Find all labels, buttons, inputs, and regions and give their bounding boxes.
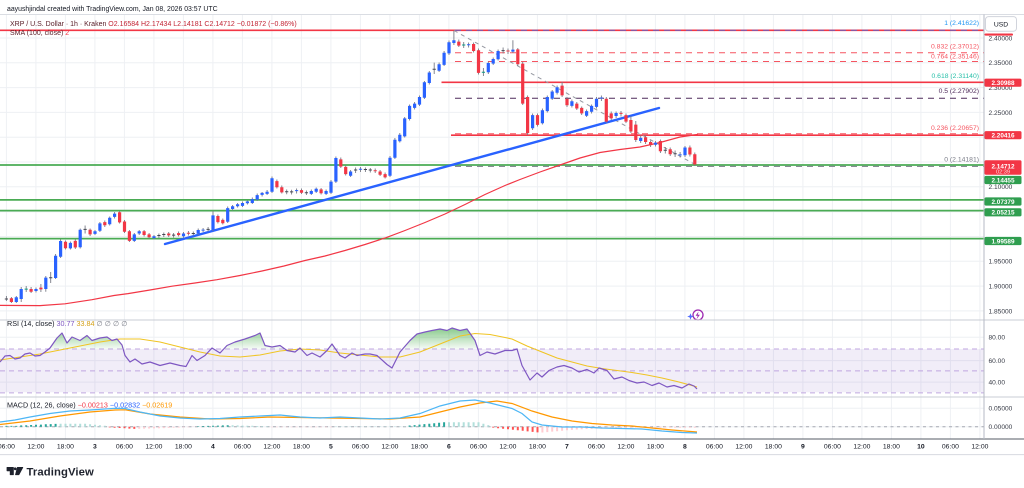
svg-text:SMA (100, close) 2: SMA (100, close) 2 [10,30,69,37]
svg-text:18:00: 18:00 [883,444,900,451]
svg-text:USD: USD [994,21,1008,28]
svg-text:06:00: 06:00 [942,444,959,451]
svg-text:12:00: 12:00 [263,444,280,451]
svg-text:06:00: 06:00 [706,444,723,451]
svg-text:2.07379: 2.07379 [991,199,1015,206]
svg-text:0.764 (2.35146): 0.764 (2.35146) [931,54,979,61]
svg-text:18:00: 18:00 [57,444,74,451]
svg-text:2.35000: 2.35000 [989,60,1013,67]
svg-text:18:00: 18:00 [175,444,192,451]
svg-text:0.5 (2.27902): 0.5 (2.27902) [939,88,979,95]
svg-text:12:00: 12:00 [381,444,398,451]
svg-text:6: 6 [447,444,451,451]
svg-text:18:00: 18:00 [411,444,428,451]
svg-text:RSI (14, close) 30.77 33.84 ∅: RSI (14, close) 30.77 33.84 ∅ ∅ ∅ ∅ [7,319,128,328]
svg-text:12:00: 12:00 [853,444,870,451]
svg-text:06:00: 06:00 [824,444,841,451]
svg-text:06:00: 06:00 [116,444,133,451]
svg-text:18:00: 18:00 [293,444,310,451]
svg-text:5: 5 [329,444,333,451]
svg-text:7: 7 [565,444,569,451]
svg-text:18:00: 18:00 [765,444,782,451]
svg-text:12:00: 12:00 [145,444,162,451]
svg-text:2.30000: 2.30000 [989,85,1013,92]
svg-text:2.14712: 2.14712 [991,163,1015,170]
svg-text:2.05215: 2.05215 [991,210,1015,217]
svg-text:18:00: 18:00 [647,444,664,451]
svg-text:3: 3 [93,444,97,451]
svg-text:4: 4 [211,444,215,451]
svg-text:60.00: 60.00 [989,358,1006,365]
svg-text:06:00: 06:00 [352,444,369,451]
svg-text:18:00: 18:00 [529,444,546,451]
svg-text:2.14455: 2.14455 [991,177,1015,184]
svg-text:XRP / U.S. Dollar · 1h · Krake: XRP / U.S. Dollar · 1h · Kraken O2.16584… [10,21,297,28]
svg-text:aayushjindal created with Trad: aayushjindal created with TradingView.co… [7,6,218,13]
svg-text:MACD (12, 26, close) −0.00213: MACD (12, 26, close) −0.00213 −0.02832 −… [7,401,172,410]
svg-text:2.10000: 2.10000 [989,184,1013,191]
svg-text:06:00: 06:00 [0,444,15,451]
svg-text:06:00: 06:00 [588,444,605,451]
svg-text:12:00: 12:00 [27,444,44,451]
svg-text:02:39: 02:39 [996,170,1010,176]
svg-text:0.236 (2.20657): 0.236 (2.20657) [931,125,979,132]
svg-text:0.05000: 0.05000 [989,406,1013,413]
svg-text:TradingView: TradingView [27,466,95,478]
svg-text:0 (2.14181): 0 (2.14181) [944,156,979,163]
svg-text:8: 8 [683,444,687,451]
svg-text:1 (2.41622): 1 (2.41622) [944,20,979,27]
svg-text:10: 10 [917,444,925,451]
svg-text:2.25000: 2.25000 [989,110,1013,117]
svg-text:2.40000: 2.40000 [989,36,1013,43]
svg-text:80.00: 80.00 [989,335,1006,342]
svg-text:9: 9 [801,444,805,451]
svg-text:1.95000: 1.95000 [989,259,1013,266]
svg-text:40.00: 40.00 [989,380,1006,387]
svg-text:2.30988: 2.30988 [991,80,1015,87]
svg-text:2.20416: 2.20416 [991,133,1015,140]
svg-text:06:00: 06:00 [234,444,251,451]
svg-text:0.00000: 0.00000 [989,424,1013,431]
svg-text:12:00: 12:00 [617,444,634,451]
svg-text:12:00: 12:00 [971,444,988,451]
svg-text:0.832 (2.37012): 0.832 (2.37012) [931,43,979,50]
svg-text:1.99589: 1.99589 [991,238,1015,245]
svg-text:1.90000: 1.90000 [989,283,1013,290]
svg-text:0.618 (2.31140): 0.618 (2.31140) [932,73,980,80]
svg-text:12:00: 12:00 [499,444,516,451]
svg-text:12:00: 12:00 [735,444,752,451]
svg-text:1.85000: 1.85000 [989,308,1013,315]
svg-text:06:00: 06:00 [470,444,487,451]
